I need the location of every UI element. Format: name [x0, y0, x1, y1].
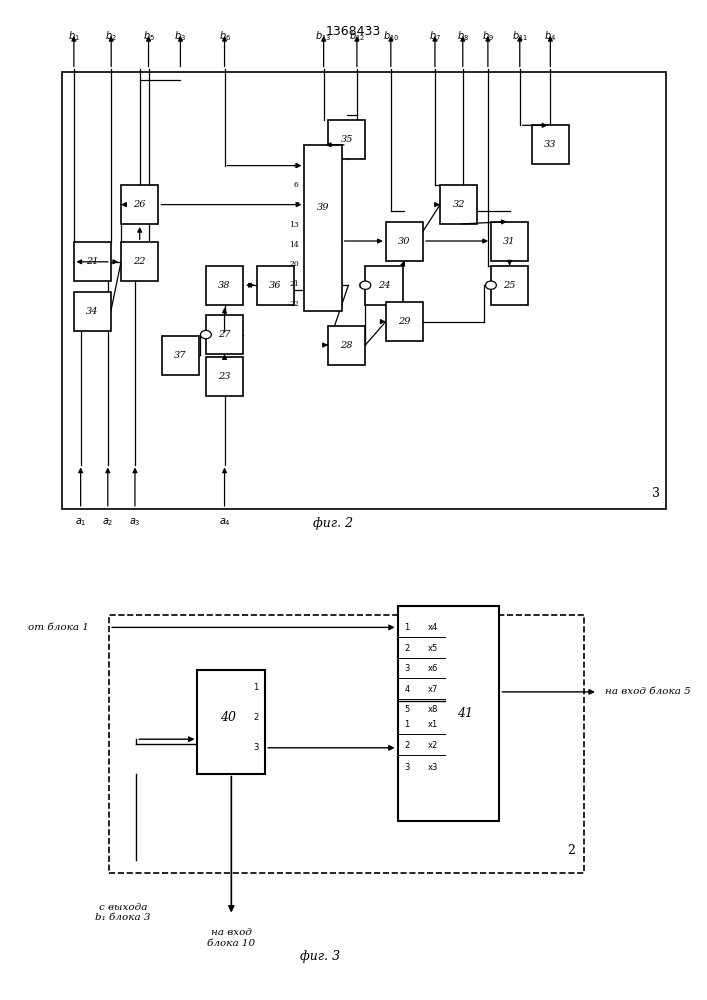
- Text: 6: 6: [294, 181, 299, 189]
- Text: 35: 35: [341, 135, 353, 144]
- Text: фиг. 3: фиг. 3: [300, 950, 339, 963]
- Text: x2: x2: [428, 741, 438, 750]
- Text: 3: 3: [404, 664, 410, 673]
- Text: 2: 2: [253, 713, 259, 722]
- Text: $b_{8}$: $b_{8}$: [457, 30, 469, 43]
- Text: 5: 5: [404, 705, 409, 714]
- Text: 38: 38: [218, 281, 230, 290]
- FancyBboxPatch shape: [304, 145, 341, 311]
- Text: 21: 21: [289, 280, 299, 288]
- Text: $b_{2}$: $b_{2}$: [105, 30, 117, 43]
- Text: x6: x6: [428, 664, 438, 673]
- Text: 2: 2: [404, 741, 409, 750]
- Text: $b_{13}$: $b_{13}$: [315, 30, 332, 43]
- Text: $b_{11}$: $b_{11}$: [512, 30, 528, 43]
- FancyBboxPatch shape: [440, 185, 477, 224]
- FancyBboxPatch shape: [162, 336, 199, 375]
- Text: 1: 1: [404, 623, 409, 632]
- Text: 21: 21: [86, 257, 98, 266]
- Text: x3: x3: [428, 763, 438, 772]
- Text: 3: 3: [404, 763, 410, 772]
- Text: 22: 22: [289, 300, 299, 308]
- Text: на вход блока 5: на вход блока 5: [604, 687, 690, 696]
- Text: $a_{1}$: $a_{1}$: [75, 517, 86, 528]
- Text: 36: 36: [269, 281, 281, 290]
- Text: 2: 2: [567, 844, 575, 857]
- FancyBboxPatch shape: [532, 125, 569, 164]
- Text: x1: x1: [428, 720, 438, 729]
- Text: 26: 26: [134, 200, 146, 209]
- Text: 24: 24: [378, 281, 390, 290]
- Text: 23: 23: [218, 372, 230, 381]
- Text: $b_{10}$: $b_{10}$: [382, 30, 399, 43]
- FancyBboxPatch shape: [206, 357, 243, 396]
- Text: на вход
блока 10: на вход блока 10: [207, 928, 255, 948]
- Text: $a_{2}$: $a_{2}$: [102, 517, 114, 528]
- Text: 32: 32: [452, 200, 465, 209]
- FancyBboxPatch shape: [397, 606, 499, 821]
- Text: 7: 7: [294, 201, 299, 209]
- Text: 34: 34: [86, 307, 98, 316]
- Text: 25: 25: [503, 281, 516, 290]
- Text: 2: 2: [404, 644, 409, 653]
- FancyBboxPatch shape: [197, 670, 265, 774]
- Text: $b_{7}$: $b_{7}$: [429, 30, 441, 43]
- Text: $a_{4}$: $a_{4}$: [218, 517, 230, 528]
- FancyBboxPatch shape: [491, 266, 528, 305]
- Circle shape: [201, 330, 211, 339]
- Text: $b_{4}$: $b_{4}$: [544, 30, 556, 43]
- FancyBboxPatch shape: [257, 266, 294, 305]
- Text: 41: 41: [457, 707, 474, 720]
- Text: 1368433: 1368433: [326, 25, 381, 38]
- Text: $b_{3}$: $b_{3}$: [175, 30, 187, 43]
- Text: x4: x4: [428, 623, 438, 632]
- Text: 40: 40: [220, 711, 236, 724]
- Text: 4: 4: [404, 685, 409, 694]
- FancyBboxPatch shape: [74, 292, 111, 331]
- Text: $b_{9}$: $b_{9}$: [482, 30, 494, 43]
- Text: 28: 28: [341, 340, 353, 350]
- FancyBboxPatch shape: [386, 302, 423, 341]
- Text: $b_{6}$: $b_{6}$: [218, 30, 230, 43]
- Text: 3: 3: [253, 743, 259, 752]
- Text: 27: 27: [218, 330, 230, 339]
- FancyBboxPatch shape: [328, 326, 366, 364]
- Text: фиг. 2: фиг. 2: [313, 517, 354, 530]
- Text: 13: 13: [289, 221, 299, 229]
- Circle shape: [360, 281, 370, 289]
- FancyBboxPatch shape: [328, 120, 366, 159]
- Text: 37: 37: [174, 351, 187, 360]
- Text: $b_{12}$: $b_{12}$: [349, 30, 365, 43]
- Text: 39: 39: [317, 203, 329, 212]
- Text: $a_{3}$: $a_{3}$: [129, 517, 141, 528]
- Text: 29: 29: [398, 317, 411, 326]
- Text: с выхода
b₁ блока 3: с выхода b₁ блока 3: [95, 903, 151, 922]
- FancyBboxPatch shape: [206, 266, 243, 305]
- Text: 14: 14: [289, 241, 299, 249]
- Text: 30: 30: [398, 236, 411, 245]
- Text: 3: 3: [652, 487, 660, 500]
- Text: x5: x5: [428, 644, 438, 653]
- Text: $b_{1}$: $b_{1}$: [68, 30, 80, 43]
- Text: 31: 31: [503, 236, 516, 245]
- Circle shape: [486, 281, 496, 289]
- FancyBboxPatch shape: [386, 222, 423, 260]
- Text: 22: 22: [134, 257, 146, 266]
- Text: 33: 33: [544, 140, 556, 149]
- FancyBboxPatch shape: [366, 266, 403, 305]
- FancyBboxPatch shape: [491, 222, 528, 260]
- FancyBboxPatch shape: [74, 242, 111, 281]
- Text: от блока 1: от блока 1: [28, 623, 88, 632]
- FancyBboxPatch shape: [121, 242, 158, 281]
- Text: x8: x8: [428, 705, 438, 714]
- FancyBboxPatch shape: [206, 315, 243, 354]
- Text: 1: 1: [253, 683, 259, 692]
- Text: 0: 0: [294, 162, 299, 170]
- Text: 20: 20: [289, 260, 299, 268]
- Text: 1: 1: [404, 720, 409, 729]
- FancyBboxPatch shape: [121, 185, 158, 224]
- Text: x7: x7: [428, 685, 438, 694]
- Text: $b_{5}$: $b_{5}$: [143, 30, 155, 43]
